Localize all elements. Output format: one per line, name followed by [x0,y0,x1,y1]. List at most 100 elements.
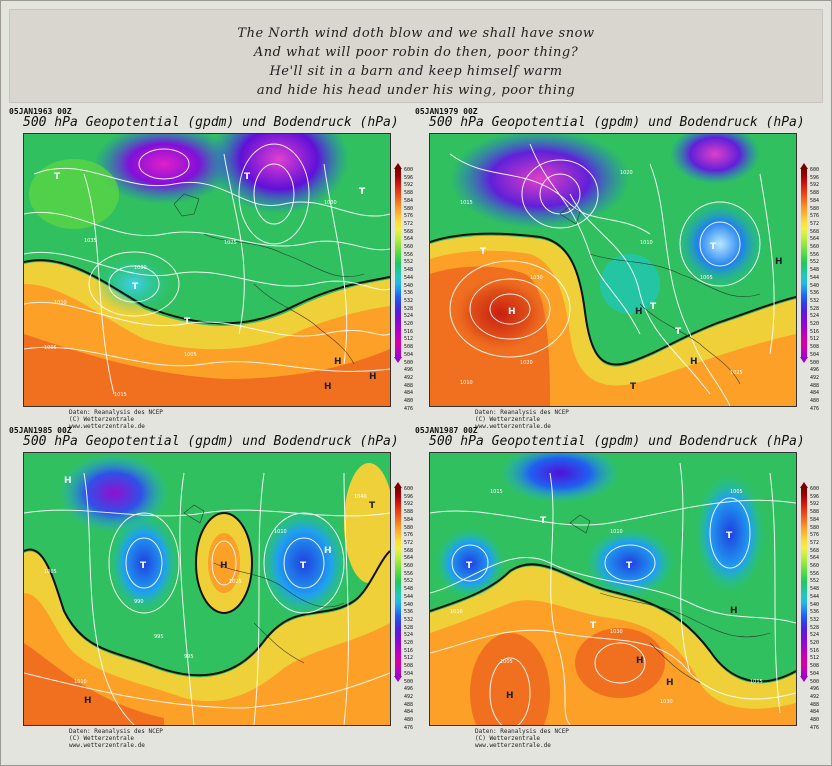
scale-tick-label: 544 [404,593,414,600]
scale-tick-label: 580 [404,205,414,212]
scale-tick-label: 492 [810,693,820,700]
scale-tick-label: 564 [404,236,414,243]
scale-tick-label: 568 [404,547,414,554]
svg-text:1010: 1010 [54,300,67,306]
svg-text:1015: 1015 [460,200,473,206]
svg-text:T: T [184,317,191,327]
svg-text:H: H [334,357,342,367]
svg-text:1005: 1005 [44,569,57,575]
svg-text:H: H [508,307,516,317]
svg-text:H: H [666,678,674,688]
weather-map: T T T T T H H H H 1010 1005 1030 1030 1005 1010 1015… [429,452,797,726]
scale-tick-label: 520 [404,640,414,647]
scale-cap-bottom [394,676,402,682]
scale-tick-label: 600 [404,167,414,173]
scale-tick-label: 480 [810,398,820,405]
scale-tick-label: 544 [810,593,820,600]
svg-text:1005: 1005 [700,275,713,281]
scale-tick-label: 516 [404,328,414,335]
scale-tick-label: 536 [810,609,820,616]
poem-box: The North wind doth blow and we shall ha… [9,9,823,103]
scale-tick-label: 584 [404,197,414,204]
svg-text:1010: 1010 [274,529,287,535]
poem-line: and hide his head under his wing, poor t… [256,83,576,98]
scale-tick-label: 512 [810,655,820,662]
map-title: 500 hPa Geopotential (gpdm) und Bodendru… [429,434,805,449]
svg-text:H: H [635,307,643,317]
scale-tick-label: 504 [810,351,820,358]
scale-cap-top [394,482,402,488]
svg-text:T: T [540,516,547,526]
credit: Daten: Reanalysis des NCEP (C) Wetterzen… [475,728,569,749]
scale-tick-label: 584 [810,197,820,204]
scale-tick-label: 560 [404,563,414,570]
map-panel-1979: 05JAN1979 00Z 500 hPa Geopotential (gpdm… [415,107,819,442]
scale-tick-label: 576 [810,532,820,539]
scale-tick-label: 480 [404,398,414,405]
scale-tick-label: 592 [810,182,820,189]
scale-tick-label: 540 [404,282,414,289]
scale-tick-label: 536 [404,290,414,297]
svg-text:1010: 1010 [74,679,87,685]
svg-text:1015: 1015 [114,392,127,398]
color-scale: 600 596 592 588 584 580 576 572 568 564 560 556 552 5… [394,163,413,412]
scale-tick-label: 488 [810,382,820,389]
scale-tick-label: 512 [810,336,820,343]
scale-tick-label: 520 [810,640,820,647]
scale-tick-label: 592 [810,501,820,508]
scale-tick-label: 516 [810,647,820,654]
svg-text:T: T [300,561,307,571]
color-scale: 600 596 592 588 584 580 576 572 568 564 560 556 552 5… [800,163,819,412]
scale-tick-label: 532 [404,616,414,623]
credit-line: Daten: Reanalysis des NCEP [69,409,163,416]
svg-text:T: T [590,621,597,631]
scale-tick-label: 540 [810,282,820,289]
svg-text:1030: 1030 [530,275,543,281]
svg-text:1030: 1030 [610,629,623,635]
scale-tick-label: 596 [810,493,820,500]
scale-cap-bottom [394,357,402,363]
map-panel-1963: 05JAN1963 00Z 500 hPa Geopotential (gpdm… [9,107,413,442]
scale-tick-label: 552 [404,259,414,266]
scale-tick-label: 592 [404,501,414,508]
scale-tick-label: 588 [404,190,414,197]
scale-tick-label: 548 [810,586,820,593]
scale-tick-label: 484 [404,709,414,716]
svg-text:T: T [630,382,637,392]
svg-text:T: T [132,282,139,292]
svg-text:1030: 1030 [660,699,673,705]
svg-text:T: T [675,327,682,337]
credit-line: Daten: Reanalysis des NCEP [475,409,569,416]
scale-tick-label: 576 [404,532,414,539]
svg-text:T: T [140,561,147,571]
scale-bar [801,169,807,357]
scale-tick-label: 544 [404,274,414,281]
svg-text:1020: 1020 [520,360,533,366]
scale-tick-label: 476 [404,405,414,412]
credit-line: (C) Wetterzentrale [69,735,135,742]
scale-tick-label: 536 [404,609,414,616]
credit-line: Daten: Reanalysis des NCEP [69,728,163,735]
svg-text:T: T [369,501,376,511]
svg-text:1035: 1035 [84,238,97,244]
scale-tick-label: 532 [810,616,820,623]
scale-tick-label: 580 [810,205,820,212]
scale-tick-label: 572 [404,539,414,546]
svg-text:1010: 1010 [460,380,473,386]
scale-tick-label: 588 [810,509,820,516]
scale-tick-label: 560 [810,244,820,251]
scale-ticks: 600 596 592 588 584 580 576 572 568 564 560 556 552 5… [810,486,819,733]
credit-line: www.wetterzentrale.de [69,742,145,749]
scale-tick-label: 512 [404,336,414,343]
scale-tick-label: 524 [810,632,820,639]
credit-line: Daten: Reanalysis des NCEP [475,728,569,735]
map-panel-1987: 05JAN1987 00Z 500 hPa Geopotential (gpdm… [415,426,819,761]
svg-text:1025: 1025 [730,370,743,376]
scale-tick-label: 484 [404,390,414,397]
credit-line: www.wetterzentrale.de [475,742,551,749]
svg-text:H: H [84,696,92,706]
scale-tick-label: 476 [810,724,820,731]
scale-tick-label: 548 [404,267,414,274]
svg-text:H: H [220,561,228,571]
scale-tick-label: 488 [810,701,820,708]
